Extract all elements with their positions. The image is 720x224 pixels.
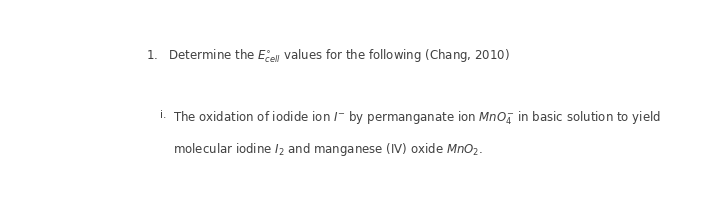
Text: 1.   Determine the $\mathit{E}^{\circ}_{\mathit{cell}}$ values for the following: 1. Determine the $\mathit{E}^{\circ}_{\m…: [145, 47, 510, 65]
Text: molecular iodine $\mathit{I}_{2}$ and manganese (IV) oxide $\mathit{MnO}_{2}$.: molecular iodine $\mathit{I}_{2}$ and ma…: [173, 141, 482, 158]
Text: i.: i.: [160, 110, 166, 120]
Text: The oxidation of iodide ion $\mathit{I}^{-}$ by permanganate ion $\mathit{MnO}_{: The oxidation of iodide ion $\mathit{I}^…: [173, 110, 660, 127]
